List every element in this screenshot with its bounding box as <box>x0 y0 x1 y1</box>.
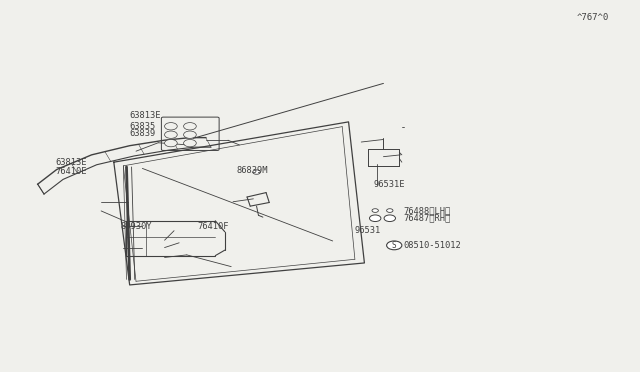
Circle shape <box>164 131 177 138</box>
Circle shape <box>369 215 381 222</box>
Text: 76410F: 76410F <box>198 222 229 231</box>
Circle shape <box>372 209 378 212</box>
Circle shape <box>384 215 396 222</box>
Text: 63839: 63839 <box>130 129 156 138</box>
Text: 76488〈LH〉: 76488〈LH〉 <box>404 206 451 215</box>
Circle shape <box>387 241 402 250</box>
Text: 96531: 96531 <box>355 226 381 235</box>
Circle shape <box>184 140 196 147</box>
Text: 63813E: 63813E <box>130 111 161 120</box>
Circle shape <box>184 131 196 138</box>
Text: 63813E: 63813E <box>56 158 87 167</box>
Text: 86839M: 86839M <box>236 166 268 175</box>
Circle shape <box>253 170 260 174</box>
Text: 76487〈RH〉: 76487〈RH〉 <box>404 214 451 222</box>
Text: 63835: 63835 <box>130 122 156 131</box>
Text: ^767^0: ^767^0 <box>577 13 609 22</box>
Circle shape <box>387 209 393 212</box>
Text: 08510-51012: 08510-51012 <box>403 241 461 250</box>
Text: S: S <box>392 241 397 250</box>
Circle shape <box>164 123 177 130</box>
Text: 80930Y: 80930Y <box>120 222 152 231</box>
Text: 76410E: 76410E <box>56 167 87 176</box>
Text: 96531E: 96531E <box>374 180 405 189</box>
Circle shape <box>164 140 177 147</box>
Circle shape <box>184 123 196 130</box>
